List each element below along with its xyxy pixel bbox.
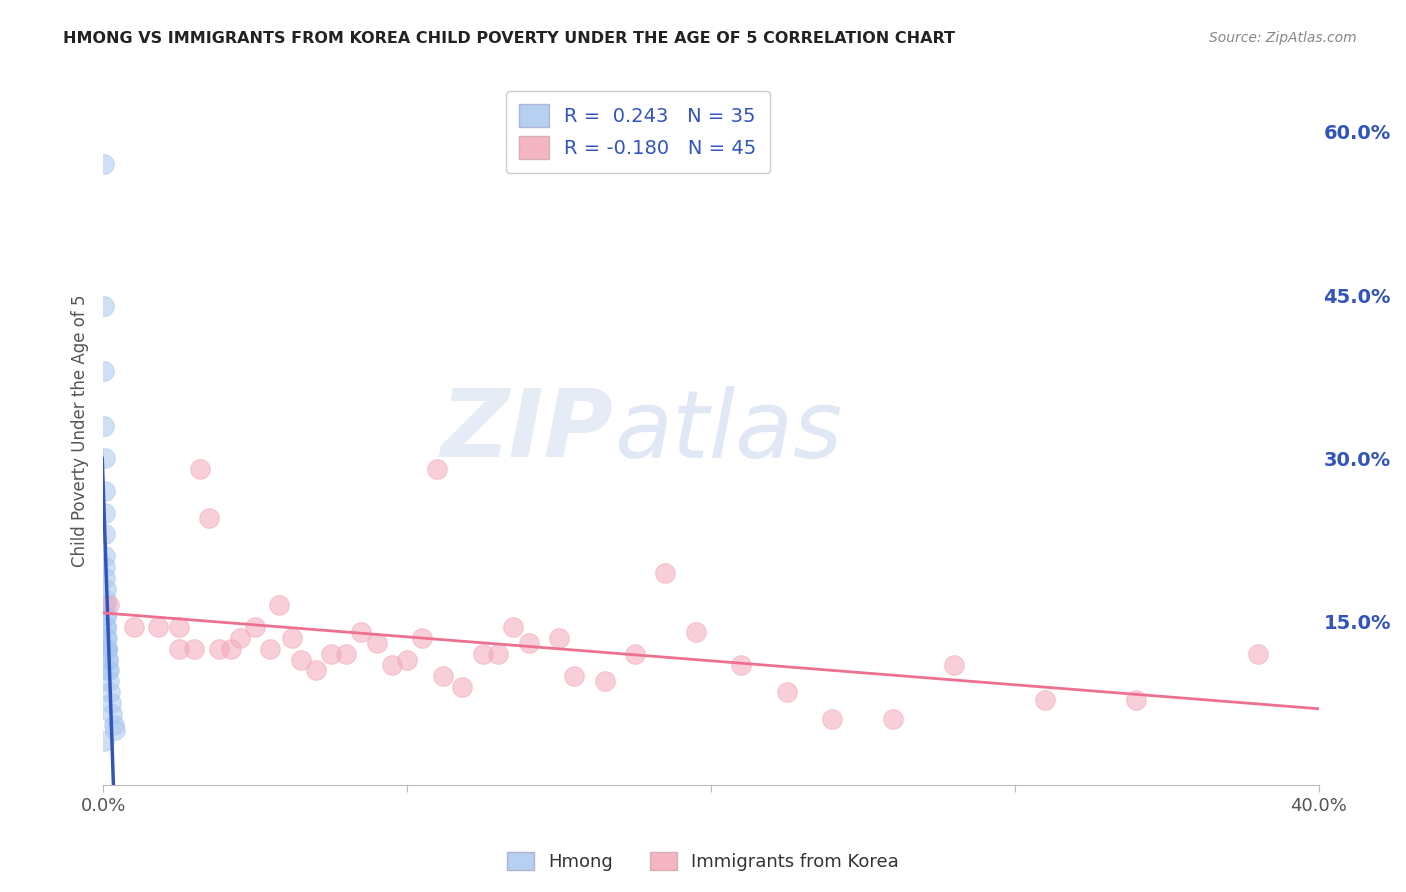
Point [654, 566, 676, 580]
Point [98, 674, 121, 689]
Point [96, 641, 118, 656]
Point [198, 511, 221, 525]
Point [100, 696, 122, 710]
Point [593, 674, 616, 689]
Point [167, 620, 190, 634]
Point [96, 641, 118, 656]
Point [450, 680, 472, 694]
Point [502, 620, 524, 634]
Point [381, 658, 404, 673]
Point [426, 462, 449, 476]
Point [943, 658, 966, 673]
Point [96, 641, 118, 656]
Point [350, 625, 373, 640]
Text: atlas: atlas [613, 385, 842, 476]
Point [96, 631, 118, 645]
Point [93, 299, 115, 313]
Point [96, 620, 118, 634]
Point [685, 625, 707, 640]
Point [1033, 693, 1056, 707]
Point [101, 706, 124, 721]
Point [94, 571, 117, 585]
Point [776, 685, 799, 699]
Point [93, 734, 115, 748]
Text: HMONG VS IMMIGRANTS FROM KOREA CHILD POVERTY UNDER THE AGE OF 5 CORRELATION CHAR: HMONG VS IMMIGRANTS FROM KOREA CHILD POV… [63, 31, 955, 46]
Point [486, 647, 509, 661]
Point [97, 664, 120, 678]
Point [93, 506, 115, 520]
Point [96, 609, 118, 624]
Point [93, 451, 115, 466]
Point [167, 641, 190, 656]
Point [93, 418, 115, 433]
Point [94, 582, 117, 596]
Point [395, 652, 418, 666]
Point [229, 631, 252, 645]
Point [190, 462, 212, 476]
Point [730, 658, 752, 673]
Point [93, 364, 115, 378]
Point [98, 685, 121, 699]
Point [562, 669, 585, 683]
Point [96, 620, 118, 634]
Point [94, 598, 117, 612]
Point [97, 652, 120, 666]
Point [1125, 693, 1147, 707]
Text: ZIP: ZIP [440, 385, 613, 477]
Point [94, 609, 117, 624]
Point [98, 598, 121, 612]
Point [882, 713, 904, 727]
Point [280, 631, 302, 645]
Point [366, 636, 388, 650]
Point [472, 647, 495, 661]
Point [183, 641, 205, 656]
Point [96, 641, 118, 656]
Point [96, 631, 118, 645]
Point [93, 483, 115, 498]
Point [97, 652, 120, 666]
Point [548, 631, 571, 645]
Legend: Hmong, Immigrants from Korea: Hmong, Immigrants from Korea [501, 845, 905, 879]
Point [122, 620, 145, 634]
Point [104, 723, 127, 738]
Point [146, 620, 169, 634]
Point [517, 636, 540, 650]
Point [207, 641, 229, 656]
Point [93, 157, 115, 171]
Point [269, 598, 291, 612]
Point [94, 549, 117, 564]
Point [319, 647, 342, 661]
Legend: R =  0.243   N = 35, R = -0.180   N = 45: R = 0.243 N = 35, R = -0.180 N = 45 [506, 91, 770, 172]
Point [93, 527, 115, 541]
Point [624, 647, 647, 661]
Point [411, 631, 433, 645]
Point [94, 592, 117, 607]
Point [97, 664, 120, 678]
Point [259, 641, 281, 656]
Point [103, 718, 125, 732]
Point [243, 620, 266, 634]
Point [432, 669, 454, 683]
Text: Source: ZipAtlas.com: Source: ZipAtlas.com [1209, 31, 1357, 45]
Point [335, 647, 357, 661]
Point [1247, 647, 1270, 661]
Point [219, 641, 242, 656]
Point [305, 664, 328, 678]
Point [290, 652, 312, 666]
Y-axis label: Child Poverty Under the Age of 5: Child Poverty Under the Age of 5 [72, 295, 89, 567]
Point [94, 560, 117, 574]
Point [821, 713, 844, 727]
